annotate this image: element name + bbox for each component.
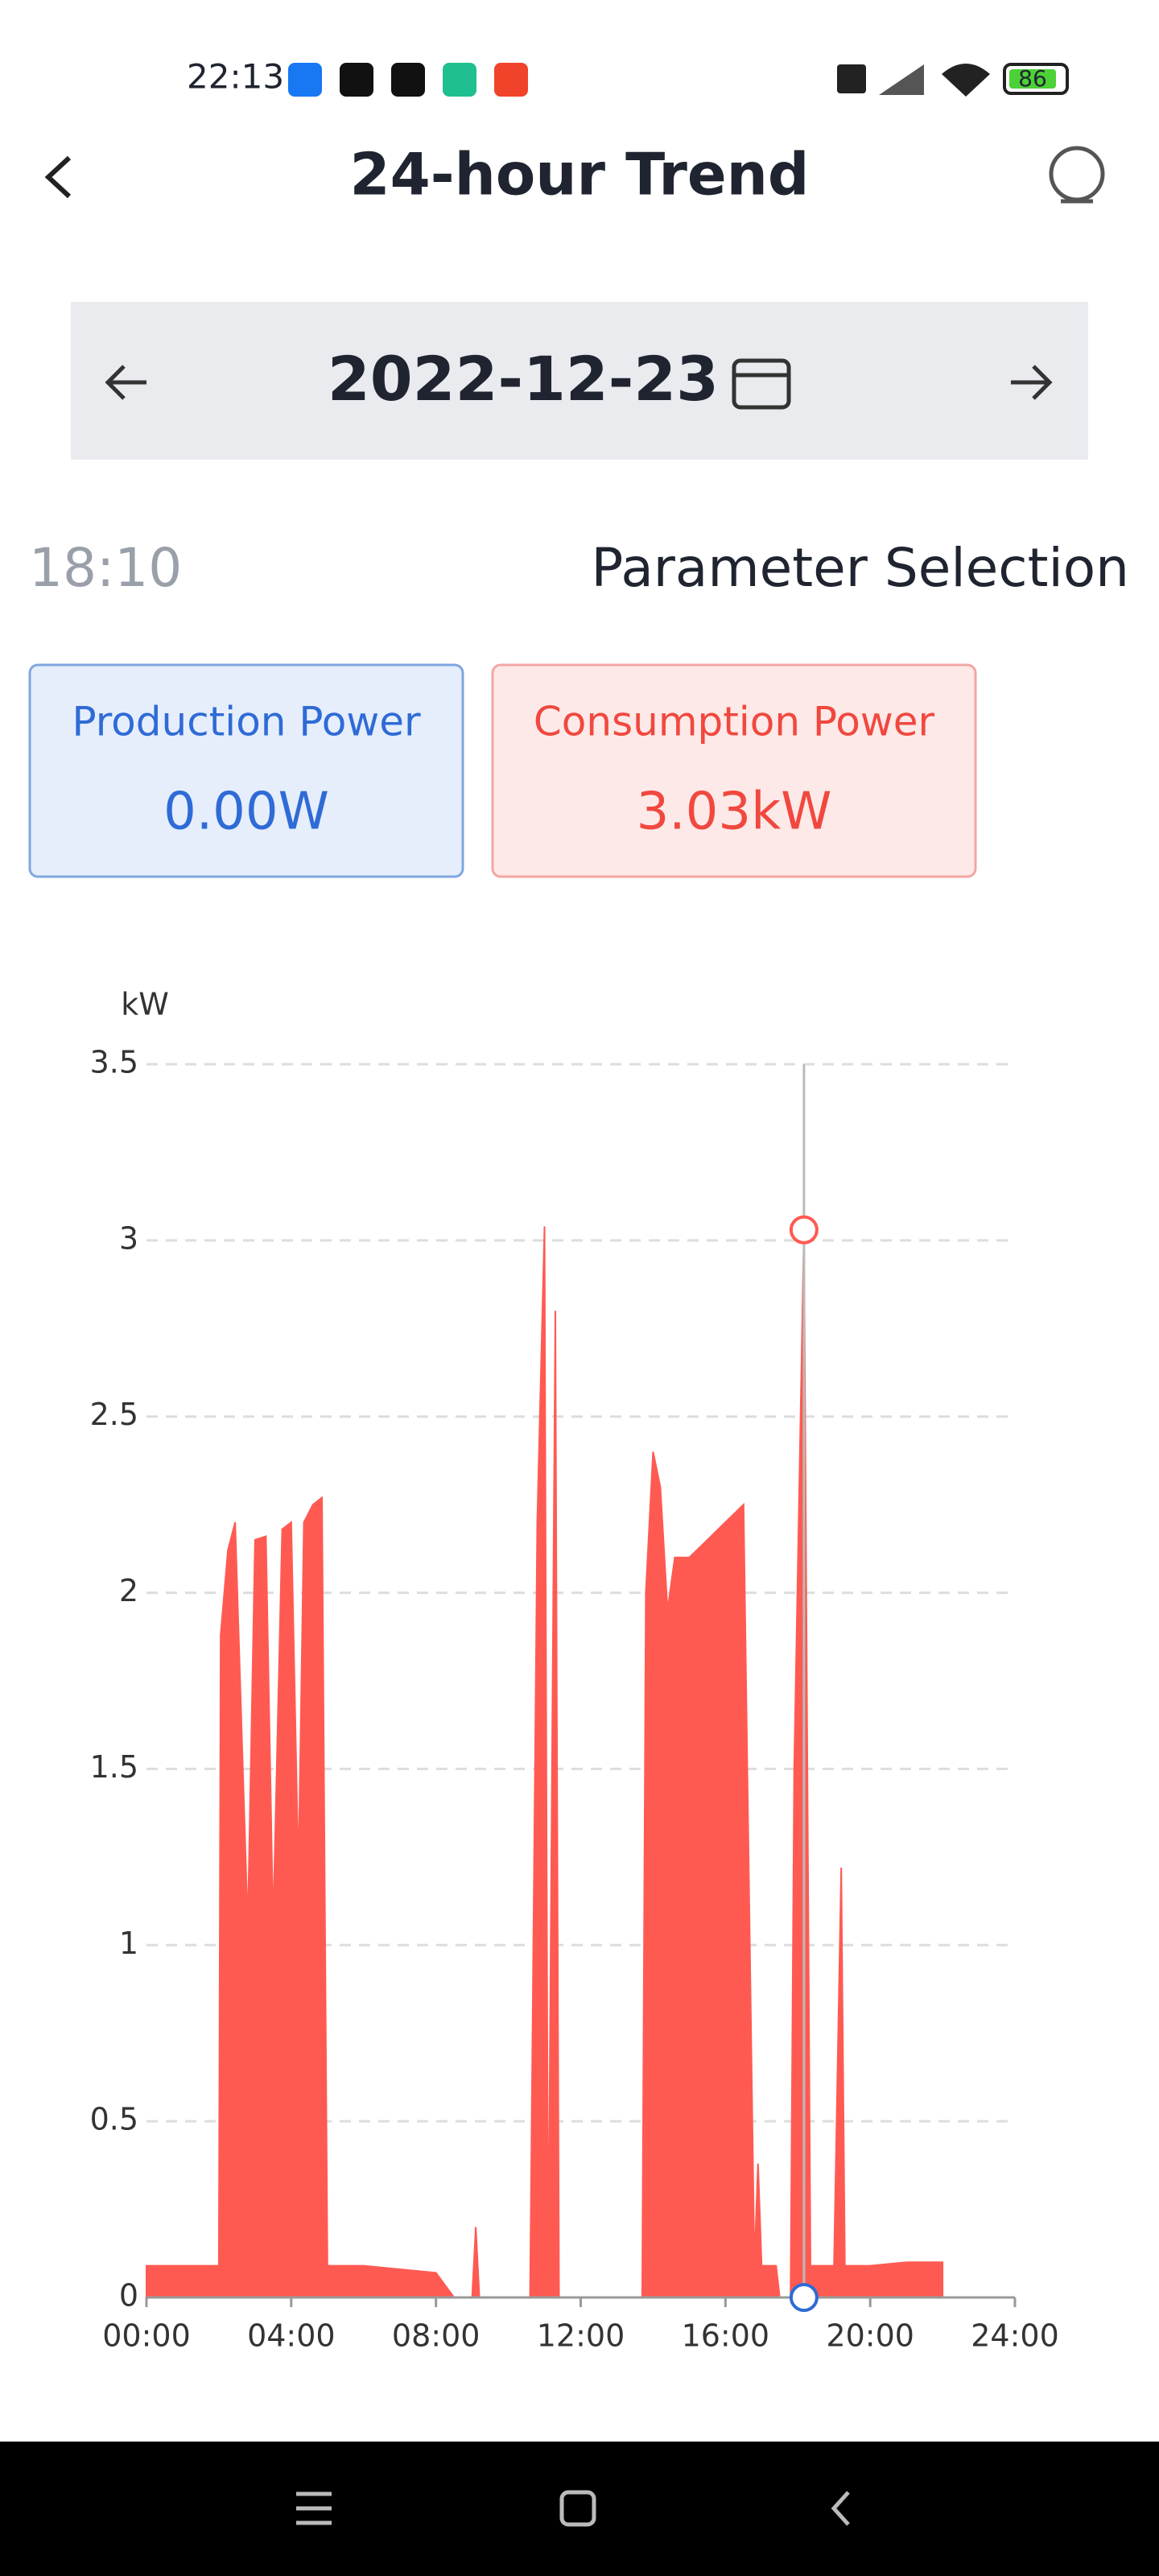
cursor-time: 18:10 <box>29 537 182 599</box>
nav-bar <box>0 2442 1159 2576</box>
nav-home[interactable] <box>559 2490 596 2527</box>
x-tick-label: 00:00 <box>102 2318 191 2354</box>
card-label: Production Power <box>72 699 421 745</box>
y-tick-label: 2.5 <box>90 1397 138 1432</box>
y-tick-label: 3.5 <box>90 1045 138 1080</box>
production-card[interactable] <box>28 663 464 878</box>
y-tick-label: 1.5 <box>90 1749 138 1785</box>
y-tick-label: 0 <box>119 2278 138 2314</box>
calendar-button[interactable] <box>732 358 791 410</box>
chart: 0 0.5 1 1.5 2 2.5 3 3.5 00:00 04:00 08:00 12:00 16:0… <box>90 1045 1059 2354</box>
consumption-card[interactable] <box>491 663 977 878</box>
next-day[interactable] <box>1011 365 1053 400</box>
date-bar <box>71 302 1088 460</box>
back-button[interactable] <box>44 155 72 199</box>
x-tick-label: 12:00 <box>537 2318 625 2354</box>
battery-level: 86 <box>1018 65 1047 92</box>
cursor-point <box>789 2283 819 2312</box>
y-axis-label: kW <box>121 987 169 1022</box>
x-tick-label: 20:00 <box>826 2318 914 2354</box>
area <box>146 1226 944 2298</box>
x-tick-label: 16:00 <box>682 2318 770 2354</box>
card-label: Consumption Power <box>534 699 935 745</box>
theme-button[interactable] <box>1049 146 1105 204</box>
page-title: 24-hour Trend <box>350 141 810 208</box>
nav-back[interactable] <box>831 2491 850 2526</box>
y-tick-label: 2 <box>119 1573 138 1608</box>
y-tick-label: 0.5 <box>90 2102 138 2137</box>
x-tick-label: 08:00 <box>392 2318 481 2354</box>
nav-menu[interactable] <box>296 2491 332 2525</box>
card-value: 3.03kW <box>637 782 832 842</box>
cursor-point <box>789 1215 819 1245</box>
x-tick-label: 04:00 <box>247 2318 336 2354</box>
prev-day[interactable] <box>105 365 146 400</box>
status-time: 22:13 <box>187 57 284 97</box>
parameter-selection[interactable]: Parameter Selection <box>591 537 1129 599</box>
card-value: 0.00W <box>163 782 329 842</box>
y-tick-label: 1 <box>119 1926 138 1961</box>
date-text: 2022-12-23 <box>328 343 719 415</box>
status-icons <box>288 63 1069 97</box>
x-tick-label: 24:00 <box>971 2318 1059 2354</box>
y-tick-label: 3 <box>119 1220 138 1256</box>
